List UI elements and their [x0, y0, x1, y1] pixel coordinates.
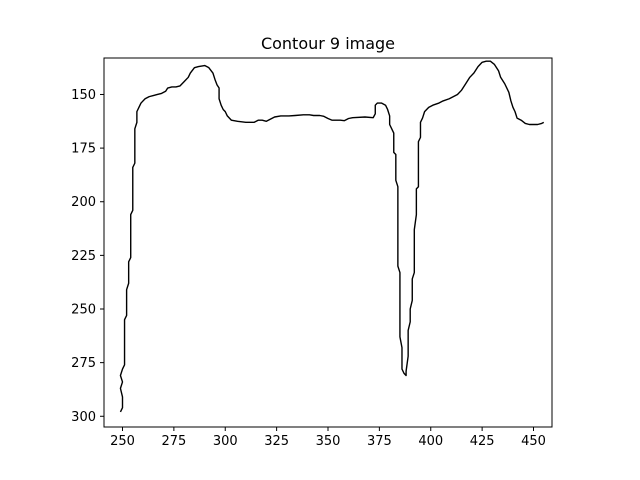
y-tick-label: 175	[71, 142, 96, 157]
y-tick-label: 225	[71, 249, 96, 264]
y-tick-label: 300	[71, 410, 96, 425]
x-tick-label: 275	[161, 434, 186, 449]
x-tick-label: 425	[470, 434, 495, 449]
y-tick-label: 250	[71, 303, 96, 318]
y-tick-label: 150	[71, 88, 96, 103]
x-tick-label: 350	[316, 434, 341, 449]
contour-line	[119, 60, 545, 413]
x-tick-label: 300	[213, 434, 238, 449]
x-tick-label: 400	[418, 434, 443, 449]
chart-title: Contour 9 image	[261, 34, 395, 53]
x-tick-label: 250	[110, 434, 135, 449]
x-tick-label: 325	[264, 434, 289, 449]
x-tick-label: 375	[367, 434, 392, 449]
y-tick-label: 200	[71, 195, 96, 210]
tick-group: 250 275 300 325 350 375 400 425 450 150 175 200 225 2…	[71, 88, 546, 449]
x-tick-label: 450	[521, 434, 546, 449]
axes-frame	[103, 57, 553, 428]
y-tick-label: 275	[71, 356, 96, 371]
